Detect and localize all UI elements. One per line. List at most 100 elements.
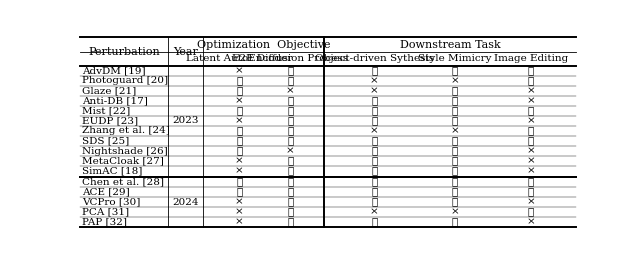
- Text: EUDP [23]: EUDP [23]: [83, 116, 139, 125]
- Text: Style Mimicry: Style Mimicry: [419, 54, 492, 63]
- Text: ×: ×: [235, 116, 244, 125]
- Text: ✓: ✓: [452, 218, 458, 227]
- Text: Image Editing: Image Editing: [493, 54, 568, 63]
- Text: ✓: ✓: [287, 66, 293, 75]
- Text: ×: ×: [235, 157, 244, 166]
- Text: Mist [22]: Mist [22]: [83, 106, 131, 115]
- Text: VCPro [30]: VCPro [30]: [83, 198, 141, 206]
- Text: ×: ×: [370, 208, 379, 217]
- Text: ✓: ✓: [527, 208, 534, 217]
- Text: ×: ×: [286, 86, 294, 95]
- Text: ✓: ✓: [236, 126, 243, 135]
- Text: Perturbation: Perturbation: [88, 47, 160, 57]
- Text: Object-driven Sythesis: Object-driven Sythesis: [315, 54, 434, 63]
- Text: ✓: ✓: [236, 177, 243, 186]
- Text: ✓: ✓: [452, 86, 458, 95]
- Text: ✓: ✓: [287, 126, 293, 135]
- Text: ✓: ✓: [371, 177, 378, 186]
- Text: ✓: ✓: [452, 167, 458, 176]
- Text: ✓: ✓: [452, 116, 458, 125]
- Text: ✓: ✓: [371, 198, 378, 206]
- Text: SimAC [18]: SimAC [18]: [83, 167, 143, 176]
- Text: MetaCloak [27]: MetaCloak [27]: [83, 157, 164, 166]
- Text: ✓: ✓: [287, 218, 293, 227]
- Text: ✓: ✓: [371, 167, 378, 176]
- Text: Downstream Task: Downstream Task: [399, 40, 500, 50]
- Text: ✓: ✓: [371, 116, 378, 125]
- Text: Nightshade [26]: Nightshade [26]: [83, 146, 168, 156]
- Text: ×: ×: [451, 76, 460, 85]
- Text: ×: ×: [370, 76, 379, 85]
- Text: ✓: ✓: [236, 187, 243, 196]
- Text: ✓: ✓: [452, 187, 458, 196]
- Text: ×: ×: [235, 208, 244, 217]
- Text: ×: ×: [235, 198, 244, 206]
- Text: ✓: ✓: [527, 187, 534, 196]
- Text: ✓: ✓: [452, 96, 458, 105]
- Text: Latent AutoEncoder: Latent AutoEncoder: [186, 54, 292, 63]
- Text: ×: ×: [235, 167, 244, 176]
- Text: ×: ×: [370, 86, 379, 95]
- Text: ✓: ✓: [452, 66, 458, 75]
- Text: ×: ×: [526, 116, 535, 125]
- Text: ✓: ✓: [371, 66, 378, 75]
- Text: ✓: ✓: [527, 126, 534, 135]
- Text: ✓: ✓: [236, 76, 243, 85]
- Text: ×: ×: [526, 146, 535, 156]
- Text: ✓: ✓: [287, 198, 293, 206]
- Text: ✓: ✓: [287, 137, 293, 145]
- Text: ✓: ✓: [287, 96, 293, 105]
- Text: ×: ×: [526, 96, 535, 105]
- Text: ✓: ✓: [287, 157, 293, 166]
- Text: ✓: ✓: [371, 137, 378, 145]
- Text: ×: ×: [235, 66, 244, 75]
- Text: ✓: ✓: [287, 116, 293, 125]
- Text: ✓: ✓: [371, 218, 378, 227]
- Text: ×: ×: [526, 167, 535, 176]
- Text: PCA [31]: PCA [31]: [83, 208, 130, 217]
- Text: ×: ×: [451, 208, 460, 217]
- Text: Year: Year: [173, 47, 198, 57]
- Text: 2023: 2023: [172, 116, 199, 125]
- Text: ×: ×: [235, 96, 244, 105]
- Text: ✓: ✓: [287, 208, 293, 217]
- Text: ×: ×: [526, 198, 535, 206]
- Text: ✓: ✓: [527, 177, 534, 186]
- Text: Photoguard [20]: Photoguard [20]: [83, 76, 168, 85]
- Text: ✓: ✓: [527, 137, 534, 145]
- Text: ✓: ✓: [287, 167, 293, 176]
- Text: ×: ×: [370, 126, 379, 135]
- Text: ✓: ✓: [452, 106, 458, 115]
- Text: ✓: ✓: [527, 106, 534, 115]
- Text: ✓: ✓: [236, 146, 243, 156]
- Text: Optimization  Objective: Optimization Objective: [196, 40, 330, 50]
- Text: ✓: ✓: [371, 157, 378, 166]
- Text: ✓: ✓: [236, 137, 243, 145]
- Text: PAP [32]: PAP [32]: [83, 218, 127, 227]
- Text: ✓: ✓: [452, 198, 458, 206]
- Text: Zhang et al. [24]: Zhang et al. [24]: [83, 126, 170, 135]
- Text: ✓: ✓: [527, 76, 534, 85]
- Text: ✓: ✓: [452, 146, 458, 156]
- Text: ✓: ✓: [287, 106, 293, 115]
- Text: ✓: ✓: [287, 187, 293, 196]
- Text: 2024: 2024: [172, 198, 199, 206]
- Text: Glaze [21]: Glaze [21]: [83, 86, 137, 95]
- Text: ✓: ✓: [287, 177, 293, 186]
- Text: ✓: ✓: [452, 177, 458, 186]
- Text: ×: ×: [286, 146, 294, 156]
- Text: ACE [29]: ACE [29]: [83, 187, 130, 196]
- Text: ✓: ✓: [371, 96, 378, 105]
- Text: AdvDM [19]: AdvDM [19]: [83, 66, 146, 75]
- Text: Anti-DB [17]: Anti-DB [17]: [83, 96, 148, 105]
- Text: ×: ×: [235, 218, 244, 227]
- Text: E2E Diffusion Process: E2E Diffusion Process: [232, 54, 348, 63]
- Text: SDS [25]: SDS [25]: [83, 137, 130, 145]
- Text: ✓: ✓: [371, 187, 378, 196]
- Text: ×: ×: [526, 157, 535, 166]
- Text: ✓: ✓: [527, 66, 534, 75]
- Text: ✓: ✓: [236, 106, 243, 115]
- Text: ✓: ✓: [452, 157, 458, 166]
- Text: Chen et al. [28]: Chen et al. [28]: [83, 177, 164, 186]
- Text: ×: ×: [451, 126, 460, 135]
